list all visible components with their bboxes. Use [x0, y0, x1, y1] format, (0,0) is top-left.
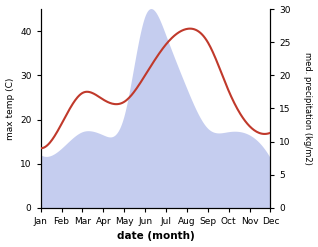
Y-axis label: max temp (C): max temp (C) [5, 77, 15, 140]
Y-axis label: med. precipitation (kg/m2): med. precipitation (kg/m2) [303, 52, 313, 165]
X-axis label: date (month): date (month) [117, 231, 194, 242]
